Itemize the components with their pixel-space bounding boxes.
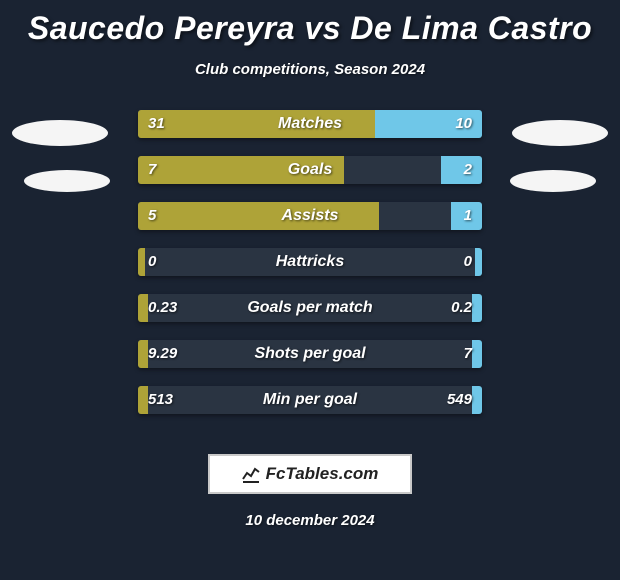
stat-bar-row: 00Hattricks xyxy=(138,248,482,276)
stat-label: Goals per match xyxy=(138,294,482,322)
brand-logo-icon xyxy=(242,465,260,483)
stat-label: Shots per goal xyxy=(138,340,482,368)
stat-bar-right-fill xyxy=(375,110,482,138)
stat-bar-right-fill xyxy=(472,294,482,322)
player-right-avatar-body xyxy=(510,170,596,192)
stat-bar-right-fill xyxy=(451,202,482,230)
stat-bar-right-fill xyxy=(472,386,482,414)
player-right-name: De Lima Castro xyxy=(350,10,592,46)
player-left-avatar-body xyxy=(24,170,110,192)
stat-bar-row: 72Goals xyxy=(138,156,482,184)
stat-bar-row: 3110Matches xyxy=(138,110,482,138)
stat-bar-row: 513549Min per goal xyxy=(138,386,482,414)
footer-date: 10 december 2024 xyxy=(0,512,620,529)
comparison-subtitle: Club competitions, Season 2024 xyxy=(0,61,620,78)
stat-bar-right-fill xyxy=(475,248,482,276)
stat-bar-left-fill xyxy=(138,340,148,368)
player-right-avatar-head xyxy=(512,120,608,146)
stat-label: Hattricks xyxy=(138,248,482,276)
stat-bar-left-fill xyxy=(138,294,148,322)
vs-text: vs xyxy=(304,10,341,46)
player-left-name: Saucedo Pereyra xyxy=(28,10,295,46)
stat-bar-right-fill xyxy=(472,340,482,368)
stat-label: Min per goal xyxy=(138,386,482,414)
stat-bar-left-fill xyxy=(138,248,145,276)
stat-bar-row: 9.297Shots per goal xyxy=(138,340,482,368)
stat-bar-left-fill xyxy=(138,110,375,138)
player-left-avatar-head xyxy=(12,120,108,146)
stat-bar-right-fill xyxy=(441,156,482,184)
stat-bars-container: 3110Matches 72Goals 51Assists 00Hattricks 0.… xyxy=(138,110,482,432)
brand-badge[interactable]: FcTables.com xyxy=(208,454,412,494)
brand-text: FcTables.com xyxy=(266,464,379,484)
stat-bar-row: 0.230.2Goals per match xyxy=(138,294,482,322)
comparison-title: Saucedo Pereyra vs De Lima Castro xyxy=(0,0,620,47)
stat-bar-left-fill xyxy=(138,202,379,230)
stat-bar-left-fill xyxy=(138,386,148,414)
stat-bar-row: 51Assists xyxy=(138,202,482,230)
stat-bar-left-fill xyxy=(138,156,344,184)
comparison-arena: 3110Matches 72Goals 51Assists 00Hattricks 0.… xyxy=(0,110,620,430)
